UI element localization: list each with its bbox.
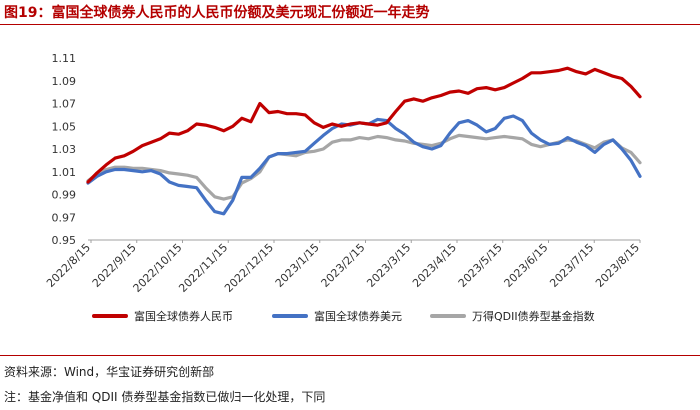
y-tick-label: 0.97	[52, 211, 77, 224]
x-tick-label: 2023/4/15	[410, 241, 459, 290]
series-line-rmb	[86, 66, 642, 184]
legend-item-usd: 富国全球债券美元	[272, 308, 402, 324]
legend-swatch-rmb	[92, 314, 128, 318]
x-tick-label: 2023/8/15	[593, 241, 642, 290]
x-tick-label: 2023/2/15	[319, 241, 368, 290]
line-chart: 0.95 0.97 0.99 1.01 1.03 1.05 1.07 1.09 1.11 2022…	[44, 52, 642, 295]
y-tick-label: 1.11	[52, 52, 77, 65]
legend-item-rmb: 富国全球债券人民币	[92, 308, 233, 324]
y-tick-label: 0.95	[52, 234, 77, 247]
y-tick-label: 1.05	[52, 120, 77, 133]
footnote: 注：基金净值和 QDII 债券型基金指数已做归一化处理，下同	[4, 390, 326, 404]
y-tick-label: 1.09	[52, 75, 77, 88]
y-tick-label: 1.03	[52, 143, 77, 156]
series-line-usd	[86, 114, 642, 216]
legend-swatch-index	[430, 314, 466, 318]
y-tick-label: 0.99	[52, 189, 77, 202]
legend-item-index: 万得QDII债券型基金指数	[430, 308, 595, 324]
y-tick-label: 1.07	[52, 98, 77, 111]
chart-series	[86, 66, 642, 216]
chart-title: 图19：富国全球债券人民币的人民币份额及美元现汇份额近一年走势	[4, 5, 430, 21]
legend-swatch-usd	[272, 314, 308, 318]
legend-label-index: 万得QDII债券型基金指数	[472, 310, 595, 323]
chart-legend: 富国全球债券人民币 富国全球债券美元 万得QDII债券型基金指数	[0, 308, 700, 332]
x-tick-label: 2022/9/15	[90, 241, 139, 290]
chart-axes: 0.95 0.97 0.99 1.01 1.03 1.05 1.07 1.09 1.11 2022…	[44, 52, 642, 295]
source-note: 资料来源：Wind，华宝证券研究创新部	[4, 365, 215, 379]
x-tick-label: 2022/12/15	[222, 241, 276, 295]
x-tick-label: 2023/5/15	[456, 241, 505, 290]
x-tick-label: 2023/1/15	[273, 241, 322, 290]
title-divider	[0, 24, 700, 25]
x-tick-label: 2023/6/15	[502, 241, 551, 290]
x-tick-label: 2023/3/15	[364, 241, 413, 290]
legend-label-usd: 富国全球债券美元	[314, 310, 402, 323]
x-tick-label: 2022/8/15	[44, 241, 93, 290]
x-tick-label: 2023/7/15	[547, 241, 596, 290]
footer-divider	[0, 355, 700, 356]
legend-label-rmb: 富国全球债券人民币	[134, 310, 233, 323]
y-tick-label: 1.01	[52, 166, 77, 179]
